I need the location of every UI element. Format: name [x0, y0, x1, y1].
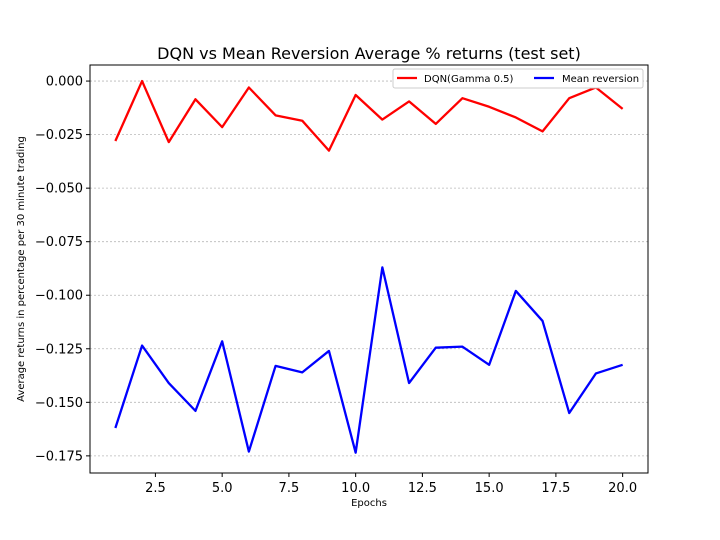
y-tick-label: −0.025	[35, 128, 83, 143]
x-tick-label: 15.0	[475, 481, 504, 496]
x-tick-label: 2.5	[145, 481, 166, 496]
x-tick-label: 20.0	[608, 481, 637, 496]
legend: DQN(Gamma 0.5) Mean reversion	[392, 68, 644, 89]
x-tick-label: 12.5	[408, 481, 437, 496]
y-tick-label: −0.125	[35, 342, 83, 357]
y-axis-ticks: 0.000 −0.025 −0.050 −0.075 −0.100 −0.125 −0.15…	[35, 75, 90, 464]
series-line-mean-reversion	[114, 266, 623, 454]
y-tick-label: −0.150	[35, 396, 83, 411]
x-axis-label: Epochs	[351, 498, 387, 509]
y-tick-label: −0.100	[35, 289, 83, 304]
y-tick-label: 0.000	[46, 75, 83, 90]
series-layer	[114, 79, 624, 454]
y-axis-label: Average returns in percentage per 30 min…	[16, 136, 27, 402]
x-axis-ticks: 2.5 5.0 7.5 10.0 12.5 15.0 17.5 20.0	[145, 473, 637, 496]
chart-title: DQN vs Mean Reversion Average % returns …	[157, 44, 581, 63]
x-tick-label: 5.0	[212, 481, 233, 496]
gridlines	[90, 80, 648, 457]
plot-frame	[89, 64, 649, 474]
legend-label-dqn: DQN(Gamma 0.5)	[424, 74, 514, 85]
x-tick-label: 17.5	[541, 481, 570, 496]
legend-box	[392, 68, 644, 89]
y-tick-label: −0.075	[35, 235, 83, 250]
x-tick-label: 7.5	[279, 481, 300, 496]
x-tick-label: 10.0	[341, 481, 370, 496]
series-line-dqn	[114, 79, 624, 152]
y-tick-label: −0.050	[35, 182, 83, 197]
legend-label-mean-reversion: Mean reversion	[562, 74, 639, 85]
y-tick-label: −0.175	[35, 449, 83, 464]
